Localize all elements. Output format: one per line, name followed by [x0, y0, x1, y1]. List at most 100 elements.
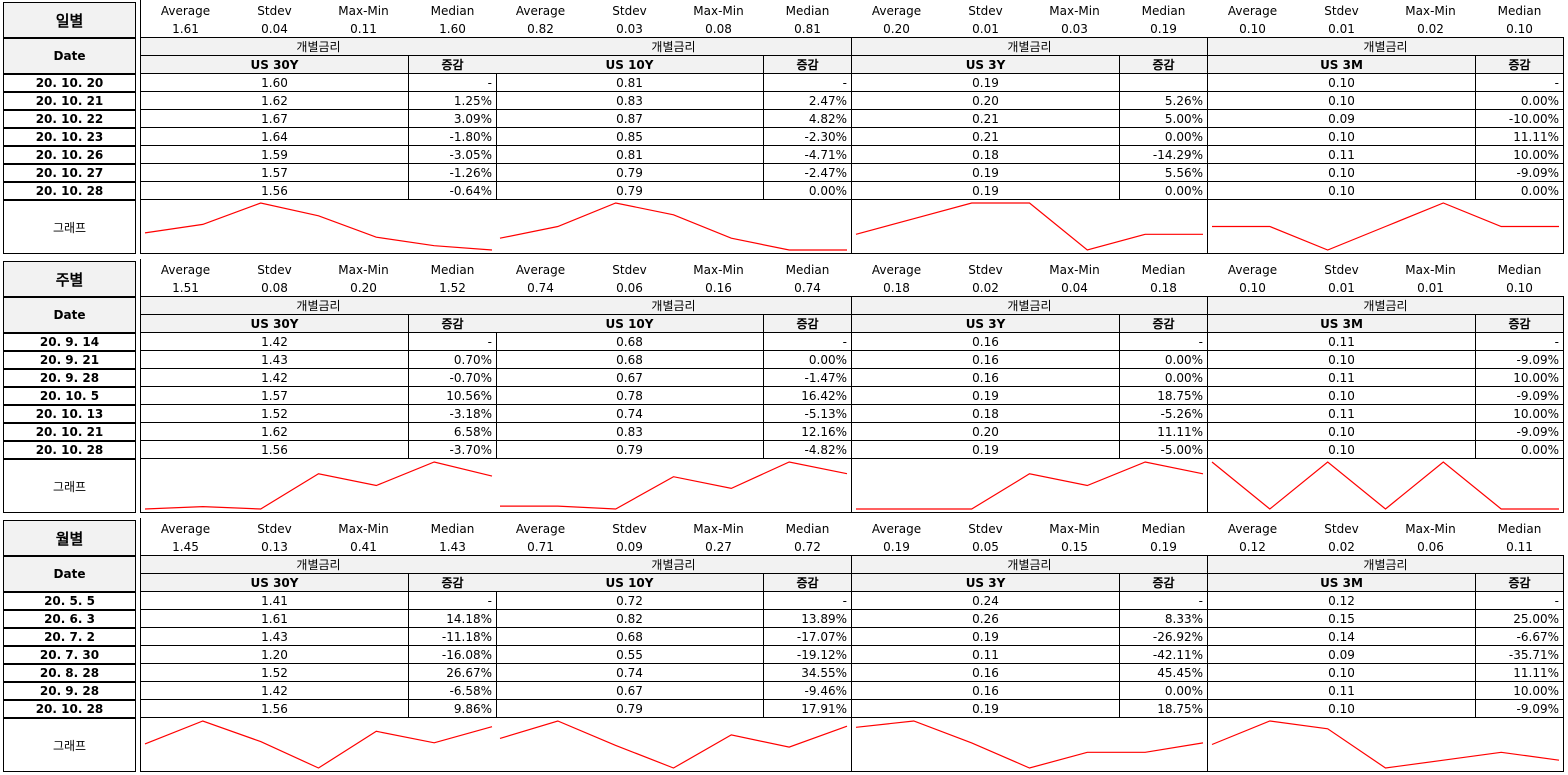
- sparkline-chart: [1212, 202, 1559, 251]
- value-cell: 0.10: [1208, 74, 1476, 92]
- value-cell: 0.68: [496, 351, 764, 369]
- change-cell: -0.70%: [409, 369, 497, 387]
- sparkline-cell: [1208, 459, 1564, 513]
- stat-header: Average: [515, 4, 566, 18]
- date-cell: 20. 9. 21: [3, 351, 136, 369]
- stat-header: Median: [785, 263, 830, 277]
- stat-value: 0.18: [852, 279, 941, 297]
- change-cell: 10.56%: [409, 387, 497, 405]
- sparkline-cell: [852, 718, 1208, 772]
- date-cell: 20. 10. 28: [3, 441, 136, 459]
- stat-value: 0.12: [1208, 538, 1297, 556]
- value-cell: 0.16: [852, 664, 1120, 682]
- stat-value: 0.41: [319, 538, 408, 556]
- stat-header: Average: [515, 263, 566, 277]
- date-cell: 20. 10. 23: [3, 128, 136, 146]
- series-name-header: US 10Y: [496, 574, 764, 592]
- stat-value: 0.03: [585, 20, 674, 38]
- section-title: 주별: [3, 261, 136, 297]
- date-cell: 20. 10. 20: [3, 74, 136, 92]
- change-cell: 0.00%: [1120, 369, 1208, 387]
- stat-value: 1.45: [141, 538, 230, 556]
- sparkline-chart: [144, 720, 493, 769]
- value-cell: 1.57: [141, 387, 409, 405]
- value-cell: 0.10: [1208, 664, 1476, 682]
- change-cell: [1120, 74, 1208, 92]
- change-cell: -2.47%: [764, 164, 852, 182]
- value-cell: 0.83: [496, 423, 764, 441]
- change-header: 증감: [764, 56, 852, 74]
- sparkline-chart: [499, 720, 848, 769]
- change-cell: -9.46%: [764, 682, 852, 700]
- stat-value: 1.61: [141, 20, 230, 38]
- value-cell: 0.85: [496, 128, 764, 146]
- stat-value: 0.10: [1208, 279, 1297, 297]
- change-cell: 34.55%: [764, 664, 852, 682]
- series-block: Average 0.71 Stdev 0.09 Max-Min 0.27 Median 0.7…: [496, 518, 852, 772]
- value-cell: 1.56: [141, 182, 409, 200]
- change-cell: 12.16%: [764, 423, 852, 441]
- stat-header: Stdev: [1324, 522, 1359, 536]
- value-cell: 0.78: [496, 387, 764, 405]
- change-cell: -: [1476, 74, 1564, 92]
- stat-value: 0.01: [1297, 279, 1386, 297]
- change-cell: -: [1120, 592, 1208, 610]
- value-cell: 0.09: [1208, 646, 1476, 664]
- stat-header: Average: [1227, 4, 1278, 18]
- stat-header: Median: [785, 522, 830, 536]
- change-cell: 0.00%: [1120, 682, 1208, 700]
- change-cell: -: [1476, 592, 1564, 610]
- stat-value: 0.05: [941, 538, 1030, 556]
- change-cell: 3.09%: [409, 110, 497, 128]
- series-name-header: US 30Y: [141, 56, 409, 74]
- value-cell: 0.82: [496, 610, 764, 628]
- value-cell: 0.16: [852, 682, 1120, 700]
- stat-header: Median: [430, 4, 475, 18]
- change-cell: 0.00%: [1476, 182, 1564, 200]
- stat-header: Stdev: [968, 522, 1003, 536]
- series-name-header: US 3Y: [852, 56, 1120, 74]
- value-cell: 1.41: [141, 592, 409, 610]
- stat-header: Stdev: [257, 522, 292, 536]
- series-name-header: US 10Y: [496, 56, 764, 74]
- value-cell: 0.81: [496, 146, 764, 164]
- series-block: Average 0.74 Stdev 0.06 Max-Min 0.16 Median 0.7…: [496, 259, 852, 513]
- date-cell: 20. 9. 28: [3, 682, 136, 700]
- value-cell: 0.16: [852, 333, 1120, 351]
- date-cell: 20. 6. 3: [3, 610, 136, 628]
- sparkline-cell: [141, 459, 497, 513]
- change-cell: 0.00%: [1476, 441, 1564, 459]
- stat-value: 0.01: [1297, 20, 1386, 38]
- stat-header: Median: [1141, 522, 1186, 536]
- change-cell: -6.67%: [1476, 628, 1564, 646]
- stat-value: 0.09: [585, 538, 674, 556]
- value-cell: 0.19: [852, 700, 1120, 718]
- stat-value: 0.72: [763, 538, 852, 556]
- value-cell: 1.59: [141, 146, 409, 164]
- stat-value: 0.04: [1030, 279, 1119, 297]
- value-cell: 1.64: [141, 128, 409, 146]
- change-cell: -: [409, 74, 497, 92]
- value-cell: 0.26: [852, 610, 1120, 628]
- stat-header: Max-Min: [1049, 263, 1100, 277]
- value-cell: 0.16: [852, 369, 1120, 387]
- change-cell: -9.09%: [1476, 387, 1564, 405]
- change-cell: 13.89%: [764, 610, 852, 628]
- value-cell: 0.67: [496, 369, 764, 387]
- value-cell: 0.19: [852, 182, 1120, 200]
- series-name-header: US 3M: [1208, 315, 1476, 333]
- value-cell: 1.20: [141, 646, 409, 664]
- change-cell: -3.70%: [409, 441, 497, 459]
- value-cell: 0.18: [852, 405, 1120, 423]
- change-cell: -17.07%: [764, 628, 852, 646]
- group-header: 개별금리: [852, 556, 1208, 574]
- change-cell: -19.12%: [764, 646, 852, 664]
- date-cell: 20. 10. 21: [3, 423, 136, 441]
- value-cell: 0.20: [852, 92, 1120, 110]
- graph-label: 그래프: [3, 200, 136, 254]
- value-cell: 0.10: [1208, 92, 1476, 110]
- change-cell: 11.11%: [1476, 128, 1564, 146]
- change-cell: -: [764, 74, 852, 92]
- sparkline-line: [499, 202, 847, 251]
- sparkline-chart: [499, 202, 847, 251]
